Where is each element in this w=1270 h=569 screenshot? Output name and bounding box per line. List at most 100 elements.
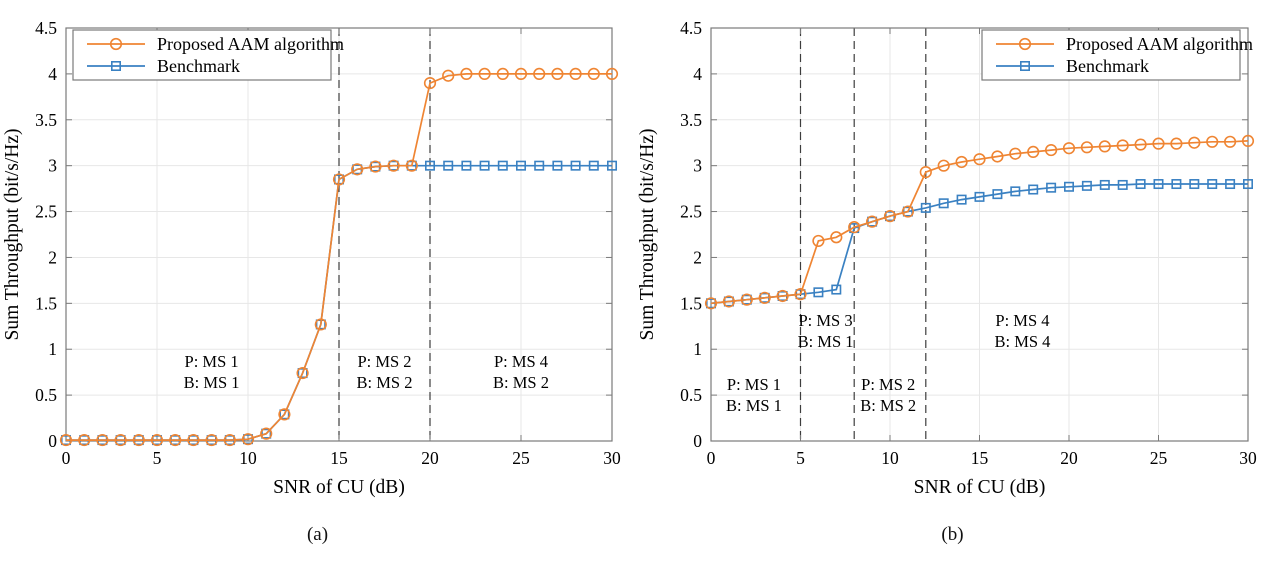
square-marker	[938, 198, 949, 209]
square-marker	[974, 191, 985, 202]
annotation-line-1: P: MS 3	[799, 311, 853, 330]
circle-marker	[955, 155, 968, 169]
annotation: P: MS 4 B: MS 4	[994, 311, 1050, 351]
circle-marker	[883, 210, 897, 223]
legend-entry: Proposed AAM algorithm	[87, 34, 344, 54]
circle-marker	[1152, 137, 1165, 150]
chart-b: 0 5 10 15 20 25 30 0 0.5 1 1.5 2 2.5 3 3.5 4 4.5 SNR of C…	[635, 0, 1270, 546]
chart-a-caption: (a)	[306, 524, 329, 545]
circle-marker	[1170, 137, 1183, 150]
legend-entry: Benchmark	[87, 56, 240, 76]
y-axis-label: Sum Throughput (bit/s/Hz)	[637, 129, 658, 341]
y-axis-tick-label: 0	[693, 431, 702, 451]
y-axis-tick-label: 2	[693, 247, 702, 267]
circle-marker	[1027, 145, 1040, 158]
y-axis-tick-label: 4.5	[680, 18, 702, 38]
square-marker	[570, 160, 581, 171]
circle-marker	[369, 160, 382, 173]
circle-marker	[132, 433, 145, 447]
chart-a-canvas: 0 5 10 15 20 25 30 0 0.5 1 1.5 2 2.5 3 3.5 4 4.5 SNR of C…	[2, 18, 621, 498]
annotation: P: MS 2 B: MS 2	[860, 375, 916, 415]
x-axis-label: SNR of CU (dB)	[273, 477, 405, 498]
square-marker	[461, 160, 472, 171]
circle-marker	[278, 408, 291, 421]
circle-marker	[848, 221, 861, 234]
circle-marker	[587, 67, 600, 80]
x-axis-tick-label: 10	[881, 448, 899, 468]
y-axis-tick-label: 2	[48, 247, 57, 267]
square-marker	[1099, 179, 1110, 190]
circle-marker	[78, 433, 91, 447]
circle-marker	[704, 297, 718, 310]
circle-marker	[114, 433, 127, 447]
square-marker	[534, 160, 545, 171]
square-marker	[606, 160, 617, 171]
annotation-line-2: B: MS 2	[860, 396, 916, 415]
square-marker	[831, 284, 842, 295]
circle-marker	[260, 427, 273, 440]
x-axis-label: SNR of CU (dB)	[914, 477, 1046, 498]
square-marker	[552, 160, 563, 171]
circle-marker	[919, 165, 932, 179]
circle-marker	[405, 159, 418, 172]
annotation-line-2: B: MS 2	[357, 373, 413, 392]
square-marker	[1225, 179, 1236, 190]
circle-marker	[1045, 143, 1058, 157]
x-axis-tick-label: 30	[603, 448, 621, 468]
figure-two-panel-throughput: 0 5 10 15 20 25 30 0 0.5 1 1.5 2 2.5 3 3.5 4 4.5 SNR of C…	[0, 0, 1270, 546]
series-line	[710, 140, 1249, 305]
circle-marker	[901, 205, 915, 218]
circle-marker	[551, 67, 564, 80]
legend-entry: Proposed AAM algorithm	[996, 34, 1253, 54]
y-axis-tick-label: 3.5	[35, 110, 57, 130]
square-marker	[1046, 182, 1057, 193]
y-axis-tick-label: 2.5	[35, 202, 57, 222]
circle-marker	[187, 433, 200, 447]
circle-marker	[794, 288, 807, 301]
square-marker	[1242, 179, 1253, 190]
y-axis-tick-label: 3.5	[680, 110, 702, 130]
square-marker	[867, 216, 878, 227]
tick-marks	[710, 27, 1249, 442]
square-marker	[1081, 180, 1092, 191]
y-axis-tick-label: 1	[693, 339, 702, 359]
circle-marker	[1116, 139, 1129, 152]
circle-marker	[205, 433, 218, 447]
x-axis-tick-label: 15	[330, 448, 348, 468]
square-marker	[297, 368, 308, 379]
square-marker	[992, 189, 1003, 200]
y-axis-tick-label: 0.5	[35, 385, 57, 405]
circle-marker	[514, 67, 528, 80]
square-marker	[279, 409, 290, 420]
circle-marker	[991, 150, 1004, 163]
square-marker	[1028, 184, 1039, 195]
x-axis-tick-label: 20	[1060, 448, 1078, 468]
square-marker	[1135, 179, 1146, 190]
x-axis-tick-label: 0	[62, 448, 71, 468]
x-axis-tick-label: 25	[512, 448, 530, 468]
annotation-line-1: P: MS 2	[861, 375, 915, 394]
legend-square-marker	[111, 60, 122, 71]
chart-a: 0 5 10 15 20 25 30 0 0.5 1 1.5 2 2.5 3 3.5 4 4.5 SNR of C…	[0, 0, 635, 546]
y-axis-tick-label: 0	[48, 431, 57, 451]
annotation-line-1: P: MS 4	[995, 311, 1049, 330]
circle-marker	[332, 173, 346, 186]
grid	[710, 27, 1249, 442]
annotation-line-1: P: MS 1	[185, 352, 239, 371]
circle-marker	[569, 67, 582, 80]
circle-marker	[460, 67, 473, 80]
square-marker	[1189, 179, 1200, 190]
x-axis-tick-label: 0	[707, 448, 716, 468]
circle-marker	[830, 231, 843, 244]
square-marker	[515, 160, 526, 171]
square-marker	[1117, 179, 1128, 190]
x-axis-tick-label: 25	[1150, 448, 1168, 468]
circle-marker	[223, 433, 236, 447]
region-boundaries	[799, 28, 927, 441]
x-axis-tick-label: 15	[971, 448, 989, 468]
region-boundaries	[338, 28, 431, 441]
annotation-line-1: P: MS 2	[357, 352, 411, 371]
series-proposed-aam-algorithm	[704, 134, 1255, 310]
